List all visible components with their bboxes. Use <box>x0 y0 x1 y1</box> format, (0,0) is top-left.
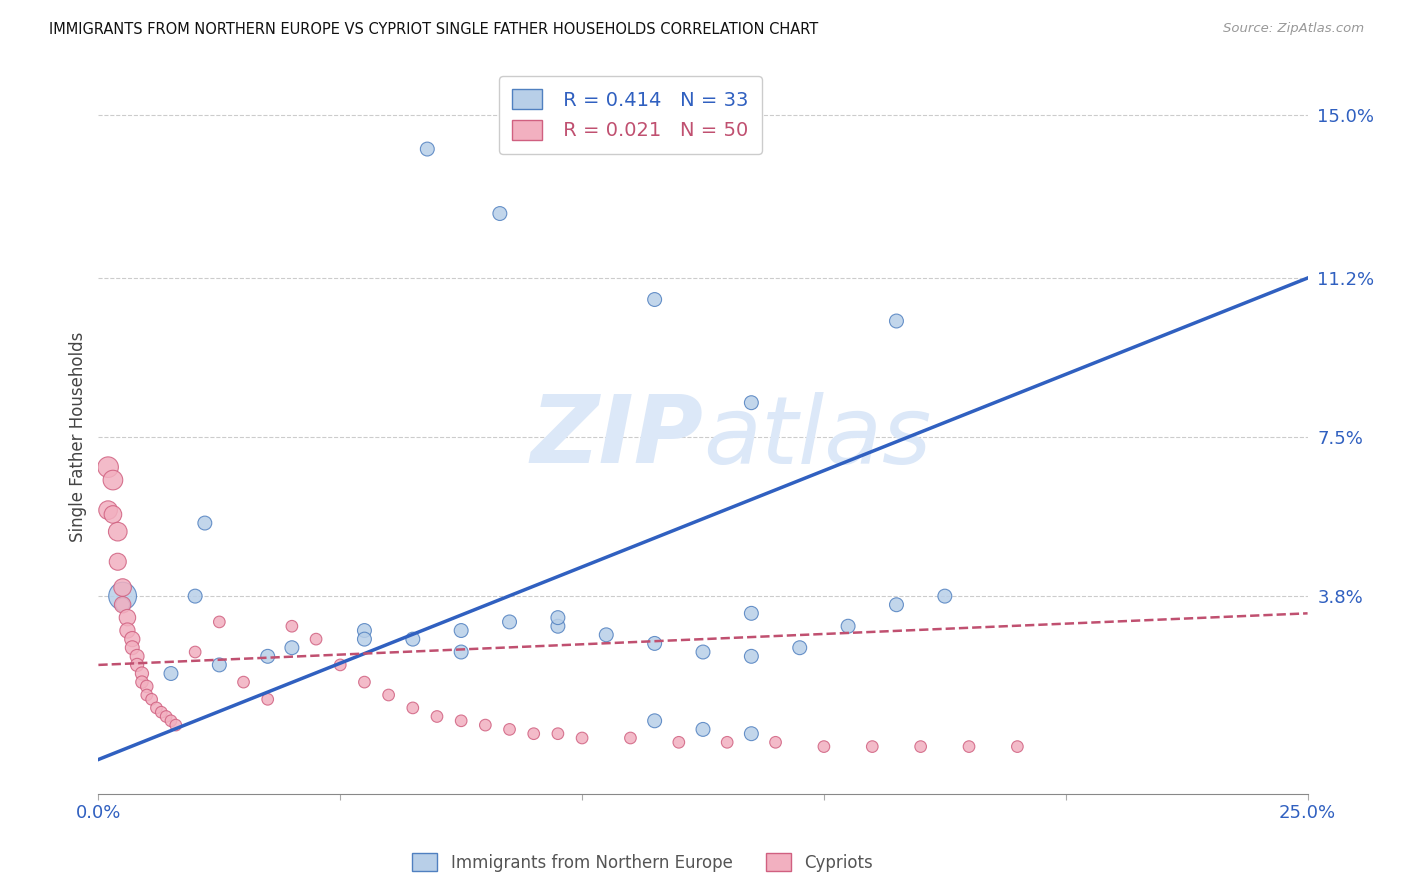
Point <box>668 735 690 749</box>
Point <box>886 314 908 328</box>
Point <box>232 675 254 690</box>
Point <box>377 688 399 702</box>
Point <box>934 589 956 603</box>
Point <box>135 680 157 694</box>
Point <box>498 615 520 629</box>
Point <box>353 632 375 647</box>
Point <box>160 714 183 728</box>
Point <box>256 692 278 706</box>
Point <box>208 615 231 629</box>
Point <box>860 739 883 754</box>
Point <box>127 649 149 664</box>
Point <box>150 705 173 719</box>
Point <box>813 739 835 754</box>
Point <box>547 619 569 633</box>
Point <box>402 632 425 647</box>
Point <box>107 555 129 569</box>
Point <box>305 632 328 647</box>
Point <box>208 657 231 672</box>
Point <box>619 731 641 745</box>
Point <box>155 709 177 723</box>
Point <box>141 692 163 706</box>
Point <box>97 460 120 475</box>
Point <box>474 718 496 732</box>
Point <box>111 581 134 595</box>
Point <box>353 675 375 690</box>
Point <box>165 718 187 732</box>
Point <box>886 598 908 612</box>
Point <box>184 589 207 603</box>
Point <box>101 473 124 487</box>
Point <box>716 735 738 749</box>
Point <box>256 649 278 664</box>
Point <box>450 624 472 638</box>
Point <box>281 640 304 655</box>
Point <box>595 628 617 642</box>
Point <box>547 727 569 741</box>
Point <box>111 598 134 612</box>
Point <box>416 142 439 156</box>
Point <box>97 503 120 517</box>
Point <box>1007 739 1029 754</box>
Text: IMMIGRANTS FROM NORTHERN EUROPE VS CYPRIOT SINGLE FATHER HOUSEHOLDS CORRELATION : IMMIGRANTS FROM NORTHERN EUROPE VS CYPRI… <box>49 22 818 37</box>
Point <box>740 727 762 741</box>
Point <box>184 645 207 659</box>
Point <box>117 624 139 638</box>
Point <box>644 636 666 650</box>
Point <box>523 727 546 741</box>
Point <box>740 607 762 621</box>
Point <box>107 524 129 539</box>
Point <box>121 632 143 647</box>
Text: Source: ZipAtlas.com: Source: ZipAtlas.com <box>1223 22 1364 36</box>
Point <box>740 649 762 664</box>
Point <box>644 714 666 728</box>
Point <box>194 516 217 530</box>
Point <box>101 508 124 522</box>
Point <box>329 657 352 672</box>
Point <box>135 688 157 702</box>
Point <box>489 206 512 220</box>
Point <box>450 645 472 659</box>
Point <box>547 610 569 624</box>
Point <box>765 735 787 749</box>
Point <box>450 714 472 728</box>
Point <box>692 645 714 659</box>
Point <box>426 709 449 723</box>
Point <box>789 640 811 655</box>
Point <box>127 657 149 672</box>
Point <box>117 610 139 624</box>
Point <box>353 624 375 638</box>
Point <box>910 739 932 754</box>
Point <box>121 640 143 655</box>
Point <box>111 589 134 603</box>
Legend: Immigrants from Northern Europe, Cypriots: Immigrants from Northern Europe, Cypriot… <box>405 847 880 879</box>
Point <box>145 701 167 715</box>
Point <box>498 723 520 737</box>
Point <box>111 598 134 612</box>
Point <box>131 675 153 690</box>
Point <box>131 666 153 681</box>
Point <box>957 739 980 754</box>
Point <box>402 701 425 715</box>
Point <box>644 293 666 307</box>
Text: atlas: atlas <box>703 392 931 483</box>
Point <box>160 666 183 681</box>
Point <box>281 619 304 633</box>
Point <box>571 731 593 745</box>
Y-axis label: Single Father Households: Single Father Households <box>69 332 87 542</box>
Text: ZIP: ZIP <box>530 391 703 483</box>
Point <box>692 723 714 737</box>
Point <box>837 619 859 633</box>
Point <box>740 395 762 409</box>
